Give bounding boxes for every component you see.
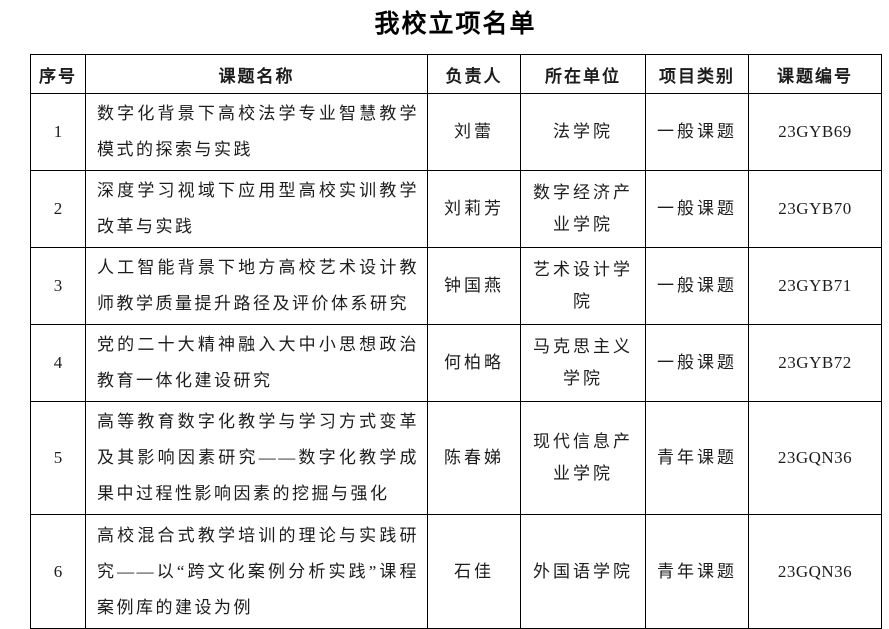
header-project-code: 课题编号 [748,54,882,94]
cell-project-code: 23GYB72 [748,324,882,402]
header-project-title: 课题名称 [85,54,428,94]
cell-serial-number: 1 [30,93,86,171]
header-category: 项目类别 [645,54,749,94]
table-row: 2 深度学习视域下应用型高校实训教学改革与实践 刘莉芳 数字经济产业学院 一般课… [30,170,882,248]
cell-serial-number: 2 [30,170,86,248]
cell-project-code: 23GQN36 [748,401,882,515]
cell-category: 一般课题 [645,93,749,171]
cell-project-code: 23GYB70 [748,170,882,248]
cell-category: 青年课题 [645,514,749,629]
cell-leader: 钟国燕 [427,247,521,325]
cell-project-title: 高等教育数字化教学与学习方式变革及其影响因素研究——数字化教学成果中过程性影响因… [85,401,428,515]
cell-category: 一般课题 [645,247,749,325]
cell-unit: 法学院 [520,93,646,171]
table-row: 4 党的二十大精神融入大中小思想政治教育一体化建设研究 何柏略 马克思主义学院 … [30,324,882,402]
cell-project-code: 23GYB69 [748,93,882,171]
cell-project-title: 数字化背景下高校法学专业智慧教学模式的探索与实践 [85,93,428,171]
cell-category: 青年课题 [645,401,749,515]
cell-unit: 现代信息产业学院 [520,401,646,515]
cell-serial-number: 3 [30,247,86,325]
table-row: 6 高校混合式教学培训的理论与实践研究——以“跨文化案例分析实践”课程案例库的建… [30,514,882,629]
cell-serial-number: 6 [30,514,86,629]
cell-leader: 石佳 [427,514,521,629]
header-serial-number: 序号 [30,54,86,94]
cell-unit: 马克思主义学院 [520,324,646,402]
cell-category: 一般课题 [645,170,749,248]
table-row: 5 高等教育数字化教学与学习方式变革及其影响因素研究——数字化教学成果中过程性影… [30,401,882,515]
cell-serial-number: 5 [30,401,86,515]
cell-project-title: 高校混合式教学培训的理论与实践研究——以“跨文化案例分析实践”课程案例库的建设为… [85,514,428,629]
cell-unit: 外国语学院 [520,514,646,629]
cell-project-title: 深度学习视域下应用型高校实训教学改革与实践 [85,170,428,248]
cell-category: 一般课题 [645,324,749,402]
cell-project-title: 人工智能背景下地方高校艺术设计教师教学质量提升路径及评价体系研究 [85,247,428,325]
project-list-table: 序号 课题名称 负责人 所在单位 项目类别 课题编号 1 数字化背景下高校法学专… [30,54,882,629]
table-row: 3 人工智能背景下地方高校艺术设计教师教学质量提升路径及评价体系研究 钟国燕 艺… [30,247,882,325]
cell-leader: 何柏略 [427,324,521,402]
header-leader: 负责人 [427,54,521,94]
table-row: 1 数字化背景下高校法学专业智慧教学模式的探索与实践 刘蕾 法学院 一般课题 2… [30,93,882,171]
cell-leader: 刘蕾 [427,93,521,171]
cell-serial-number: 4 [30,324,86,402]
cell-unit: 数字经济产业学院 [520,170,646,248]
cell-leader: 陈春娣 [427,401,521,515]
cell-unit: 艺术设计学院 [520,247,646,325]
document-page: 我校立项名单 序号 课题名称 负责人 所在单位 项目类别 课题编号 1 数字化背… [30,0,882,629]
cell-project-code: 23GQN36 [748,514,882,629]
table-header-row: 序号 课题名称 负责人 所在单位 项目类别 课题编号 [30,54,882,94]
cell-leader: 刘莉芳 [427,170,521,248]
cell-project-code: 23GYB71 [748,247,882,325]
header-unit: 所在单位 [520,54,646,94]
page-title: 我校立项名单 [374,11,537,38]
cell-project-title: 党的二十大精神融入大中小思想政治教育一体化建设研究 [85,324,428,402]
